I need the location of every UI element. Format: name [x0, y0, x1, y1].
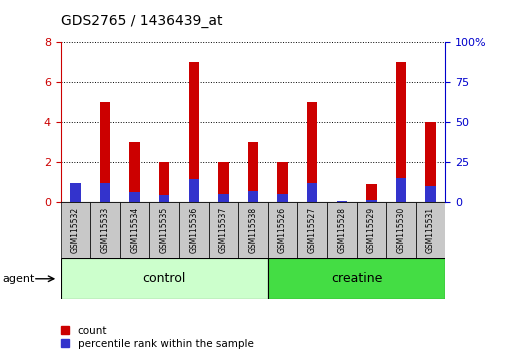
Text: GSM115528: GSM115528 — [336, 207, 345, 253]
Text: GSM115534: GSM115534 — [130, 207, 139, 253]
Text: GSM115538: GSM115538 — [248, 207, 257, 253]
Legend: count, percentile rank within the sample: count, percentile rank within the sample — [61, 326, 253, 349]
Text: GSM115530: GSM115530 — [395, 207, 405, 253]
Bar — [61, 202, 90, 258]
Bar — [99, 102, 110, 202]
Text: agent: agent — [3, 274, 35, 284]
Bar — [208, 202, 238, 258]
Bar — [188, 62, 198, 202]
Text: GSM115535: GSM115535 — [160, 207, 169, 253]
Text: GSM115527: GSM115527 — [307, 207, 316, 253]
Bar — [336, 201, 346, 202]
Bar — [395, 62, 406, 202]
Bar — [149, 202, 179, 258]
Bar — [218, 194, 228, 202]
Bar — [90, 202, 120, 258]
Text: GSM115532: GSM115532 — [71, 207, 80, 253]
Bar — [247, 142, 258, 202]
Bar — [129, 142, 139, 202]
Text: GSM115526: GSM115526 — [278, 207, 286, 253]
Text: GSM115533: GSM115533 — [100, 207, 110, 253]
Text: GSM115529: GSM115529 — [366, 207, 375, 253]
Bar — [159, 162, 169, 202]
Bar — [415, 202, 444, 258]
Bar — [425, 186, 435, 202]
Bar — [70, 183, 80, 202]
Bar — [247, 190, 258, 202]
Bar — [129, 192, 139, 202]
Bar — [336, 201, 346, 202]
Bar — [307, 102, 317, 202]
Text: GDS2765 / 1436439_at: GDS2765 / 1436439_at — [61, 14, 222, 28]
Bar — [297, 202, 326, 258]
Bar — [218, 162, 228, 202]
Bar — [99, 183, 110, 202]
Text: GSM115537: GSM115537 — [219, 207, 227, 253]
Text: GSM115531: GSM115531 — [425, 207, 434, 253]
Bar — [395, 178, 406, 202]
Bar — [267, 202, 297, 258]
Bar — [366, 184, 376, 202]
Bar — [267, 258, 444, 299]
Text: creatine: creatine — [330, 272, 381, 285]
Bar — [277, 194, 287, 202]
Bar — [277, 162, 287, 202]
Bar — [120, 202, 149, 258]
Bar — [238, 202, 267, 258]
Bar — [188, 179, 198, 202]
Bar — [307, 183, 317, 202]
Bar — [425, 122, 435, 202]
Text: control: control — [142, 272, 185, 285]
Bar — [385, 202, 415, 258]
Bar — [70, 201, 80, 202]
Text: GSM115536: GSM115536 — [189, 207, 198, 253]
Bar — [356, 202, 385, 258]
Bar — [366, 200, 376, 202]
Bar — [159, 195, 169, 202]
Bar — [61, 258, 267, 299]
Bar — [179, 202, 208, 258]
Bar — [326, 202, 356, 258]
